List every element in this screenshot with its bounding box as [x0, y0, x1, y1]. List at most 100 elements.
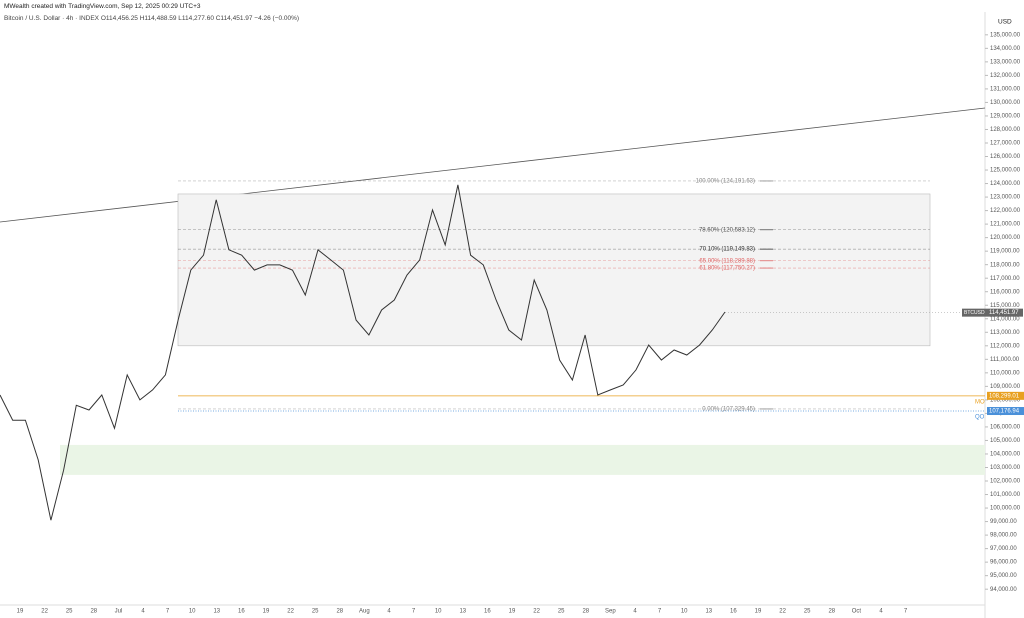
- y-tick-label: 97,000.00: [990, 546, 1017, 552]
- y-tick-label: 129,000.00: [990, 114, 1021, 120]
- trendline: [0, 107, 986, 223]
- y-tick-label: 131,000.00: [990, 86, 1021, 92]
- x-tick-label: Jul: [115, 609, 123, 615]
- y-tick-label: 121,000.00: [990, 222, 1021, 228]
- ohlc: O114,456.25 H114,488.59 L114,277.60 C114…: [100, 15, 300, 22]
- y-tick-label: 117,000.00: [990, 276, 1020, 282]
- y-tick-label: 124,000.00: [990, 181, 1021, 187]
- y-tick-label: 123,000.00: [990, 195, 1021, 201]
- x-tick-label: 19: [263, 609, 270, 615]
- y-tick-label: 134,000.00: [990, 46, 1021, 52]
- x-tick-label: 22: [779, 609, 786, 615]
- y-tick-label: 95,000.00: [990, 573, 1017, 579]
- fib-level-label: 65.00% (118,289.88): [699, 258, 755, 264]
- symbol-line: Bitcoin / U.S. Dollar · 4h · INDEX O114,…: [4, 15, 299, 22]
- symbol: Bitcoin / U.S. Dollar · 4h · INDEX: [4, 15, 99, 22]
- y-tick-label: 105,000.00: [990, 438, 1021, 444]
- x-tick-label: 22: [287, 609, 294, 615]
- last-price-label: 114,451.97: [989, 310, 1019, 316]
- x-tick-label: 7: [904, 609, 908, 615]
- x-tick-label: 10: [435, 609, 442, 615]
- price-line-series: [0, 184, 726, 521]
- fib-level-label: 61.80% (117,750.27): [699, 266, 755, 272]
- x-tick-label: 28: [828, 609, 835, 615]
- x-tick-label: 13: [213, 609, 220, 615]
- x-tick-label: 25: [312, 609, 319, 615]
- fib-level-label: 0.00% (107,329.45): [702, 407, 755, 413]
- y-tick-label: 113,000.00: [990, 330, 1020, 336]
- y-tick-label: 135,000.00: [990, 32, 1021, 38]
- y-tick-label: 101,000.00: [990, 492, 1021, 498]
- x-tick-label: 19: [17, 609, 24, 615]
- x-tick-label: 25: [804, 609, 811, 615]
- x-tick-label: Sep: [605, 609, 616, 615]
- x-tick-label: 4: [879, 609, 883, 615]
- y-tick-label: 110,000.00: [990, 370, 1020, 376]
- range-box: [177, 193, 931, 347]
- y-tick-label: 130,000.00: [990, 100, 1021, 106]
- credit: MWealth created with TradingView.com, Se…: [4, 3, 201, 10]
- x-tick-label: 25: [66, 609, 73, 615]
- x-tick-label: 22: [533, 609, 540, 615]
- y-tick-label: 94,000.00: [990, 587, 1017, 593]
- x-tick-label: 4: [141, 609, 145, 615]
- y-tick-label: 128,000.00: [990, 127, 1021, 133]
- x-tick-label: 13: [459, 609, 466, 615]
- y-tick-label: 103,000.00: [990, 465, 1021, 471]
- y-tick-label: 106,000.00: [990, 425, 1021, 431]
- y-tick-label: 104,000.00: [990, 452, 1021, 458]
- y-tick-label: 112,000.00: [990, 343, 1020, 349]
- price-line-label: 107,176.94: [989, 409, 1020, 415]
- price-line-name: MO: [975, 399, 985, 405]
- x-tick-label: Aug: [359, 609, 370, 615]
- y-tick-label: 100,000.00: [990, 506, 1021, 512]
- x-tick-label: 13: [705, 609, 712, 615]
- x-tick-label: Oct: [852, 609, 862, 615]
- x-tick-label: 28: [90, 609, 97, 615]
- y-tick-label: 125,000.00: [990, 168, 1021, 174]
- y-tick-label: 99,000.00: [990, 519, 1017, 525]
- x-tick-label: 7: [166, 609, 170, 615]
- y-tick-label: 108,000.00: [990, 397, 1021, 403]
- last-price-tag: [962, 308, 1023, 317]
- x-tick-label: 10: [189, 609, 196, 615]
- price-line-tag: [987, 391, 1024, 400]
- x-tick-label: 19: [509, 609, 516, 615]
- x-tick-label: 16: [730, 609, 737, 615]
- x-tick-label: 25: [558, 609, 565, 615]
- x-tick-label: 22: [41, 609, 48, 615]
- y-tick-label: 119,000.00: [990, 249, 1020, 255]
- price-line-label: 108,299.01: [989, 393, 1020, 399]
- y-tick-label: 102,000.00: [990, 479, 1021, 485]
- y-tick-label: 118,000.00: [990, 262, 1020, 268]
- price-line-tag: [987, 407, 1024, 416]
- x-tick-label: 28: [336, 609, 343, 615]
- y-tick-label: 98,000.00: [990, 533, 1017, 539]
- y-tick-label: 111,000.00: [990, 357, 1020, 363]
- y-tick-label: 115,000.00: [990, 303, 1020, 309]
- y-tick-label: 114,000.00: [990, 316, 1020, 322]
- series-name: BTCUSD: [964, 310, 985, 316]
- y-tick-label: 132,000.00: [990, 73, 1021, 79]
- y-tick-label: 127,000.00: [990, 141, 1021, 147]
- price-line-name: QO: [975, 415, 985, 421]
- x-tick-label: 16: [484, 609, 491, 615]
- y-tick-label: 120,000.00: [990, 235, 1021, 241]
- fib-level-label: 70.10% (119,149.83): [699, 247, 755, 253]
- fib-level-label: 78.60% (120,583.12): [699, 227, 755, 233]
- y-tick-label: 116,000.00: [990, 289, 1020, 295]
- demand-zone: [60, 444, 985, 475]
- y-tick-label: 133,000.00: [990, 59, 1021, 65]
- x-tick-label: 10: [681, 609, 688, 615]
- fib-level-label: 100.00% (124,191.63): [696, 179, 755, 185]
- y-tick-label: 109,000.00: [990, 384, 1021, 390]
- y-tick-label: 96,000.00: [990, 560, 1017, 566]
- x-tick-label: 19: [755, 609, 762, 615]
- y-tick-label: 126,000.00: [990, 154, 1021, 160]
- x-tick-label: 7: [412, 609, 416, 615]
- x-tick-label: 4: [387, 609, 391, 615]
- currency: USD: [998, 19, 1012, 26]
- x-tick-label: 28: [582, 609, 589, 615]
